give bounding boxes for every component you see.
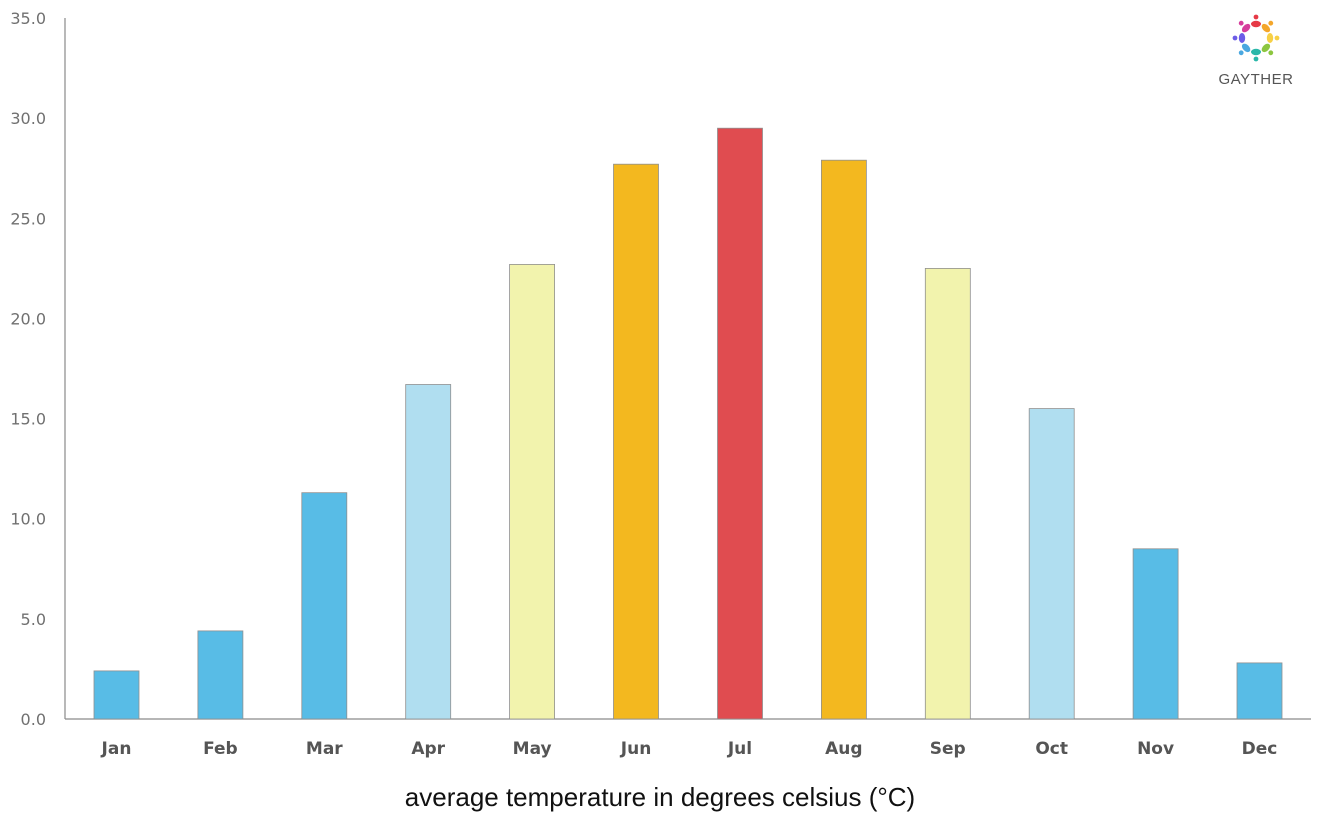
x-tick-label: Oct <box>1035 739 1068 759</box>
x-tick-label: Jan <box>101 739 132 759</box>
logo-petal <box>1251 48 1261 56</box>
y-tick-label: 15.0 <box>10 410 46 429</box>
logo-petal <box>1251 20 1261 28</box>
y-tick-label: 20.0 <box>10 309 46 328</box>
y-tick-labels: 0.0 5.0 10.0 15.0 20.0 25.0 30.0 35.0 <box>10 9 46 729</box>
logo-petal <box>1241 43 1251 53</box>
logo-dot <box>1274 35 1280 41</box>
bar-mar <box>301 492 348 720</box>
flower-logo-icon <box>1232 14 1280 62</box>
y-tick-label: 10.0 <box>10 510 46 529</box>
logo-dot <box>1268 50 1274 56</box>
brand-name: GAYTHER <box>1219 71 1294 88</box>
bar-apr <box>405 384 452 720</box>
x-tick-label: Feb <box>203 739 238 759</box>
bar-aug <box>821 159 867 720</box>
bar-jul <box>717 127 763 720</box>
y-tick-label: 5.0 <box>21 610 46 629</box>
x-tick-label: Dec <box>1242 739 1278 759</box>
logo-petal <box>1238 33 1246 43</box>
x-tick-label: Aug <box>825 739 862 759</box>
logo-dot <box>1253 14 1259 20</box>
bars <box>93 127 1283 720</box>
logo-petal <box>1241 23 1251 33</box>
logo-petal <box>1261 43 1271 53</box>
logo-petal <box>1266 33 1274 43</box>
y-tick-label: 30.0 <box>10 109 46 128</box>
y-tick-label: 25.0 <box>10 209 46 228</box>
bar-oct <box>1028 408 1075 720</box>
x-tick-label: Jun <box>620 739 652 759</box>
x-tick-label: Sep <box>930 739 966 759</box>
gayther-logo: GAYTHER <box>1219 14 1294 88</box>
y-tick-label: 0.0 <box>21 710 46 729</box>
x-tick-label: Nov <box>1137 739 1174 759</box>
x-category-labels: Jan Feb Mar Apr May Jun Jul Aug Sep Oct Nov Dec <box>101 739 1278 759</box>
logo-dot <box>1238 50 1244 56</box>
bar-jun <box>613 163 659 720</box>
x-tick-label: Apr <box>411 739 445 759</box>
logo-dot <box>1232 35 1238 41</box>
x-axis-title: average temperature in degrees celsius (… <box>405 782 915 812</box>
bar-may <box>509 263 556 720</box>
x-tick-label: Mar <box>306 739 343 759</box>
logo-petal <box>1261 23 1271 33</box>
logo-dot <box>1238 20 1244 26</box>
bar-nov <box>1132 548 1179 720</box>
logo-dot <box>1268 20 1274 26</box>
bar-sep <box>924 267 971 720</box>
bar-jan <box>93 670 140 720</box>
bar-dec <box>1236 662 1283 720</box>
bar-feb <box>197 630 244 720</box>
y-tick-label: 35.0 <box>10 9 46 28</box>
logo-dot <box>1253 56 1259 62</box>
x-tick-label: May <box>513 739 552 759</box>
axes <box>64 18 1311 720</box>
x-tick-label: Jul <box>727 739 752 759</box>
